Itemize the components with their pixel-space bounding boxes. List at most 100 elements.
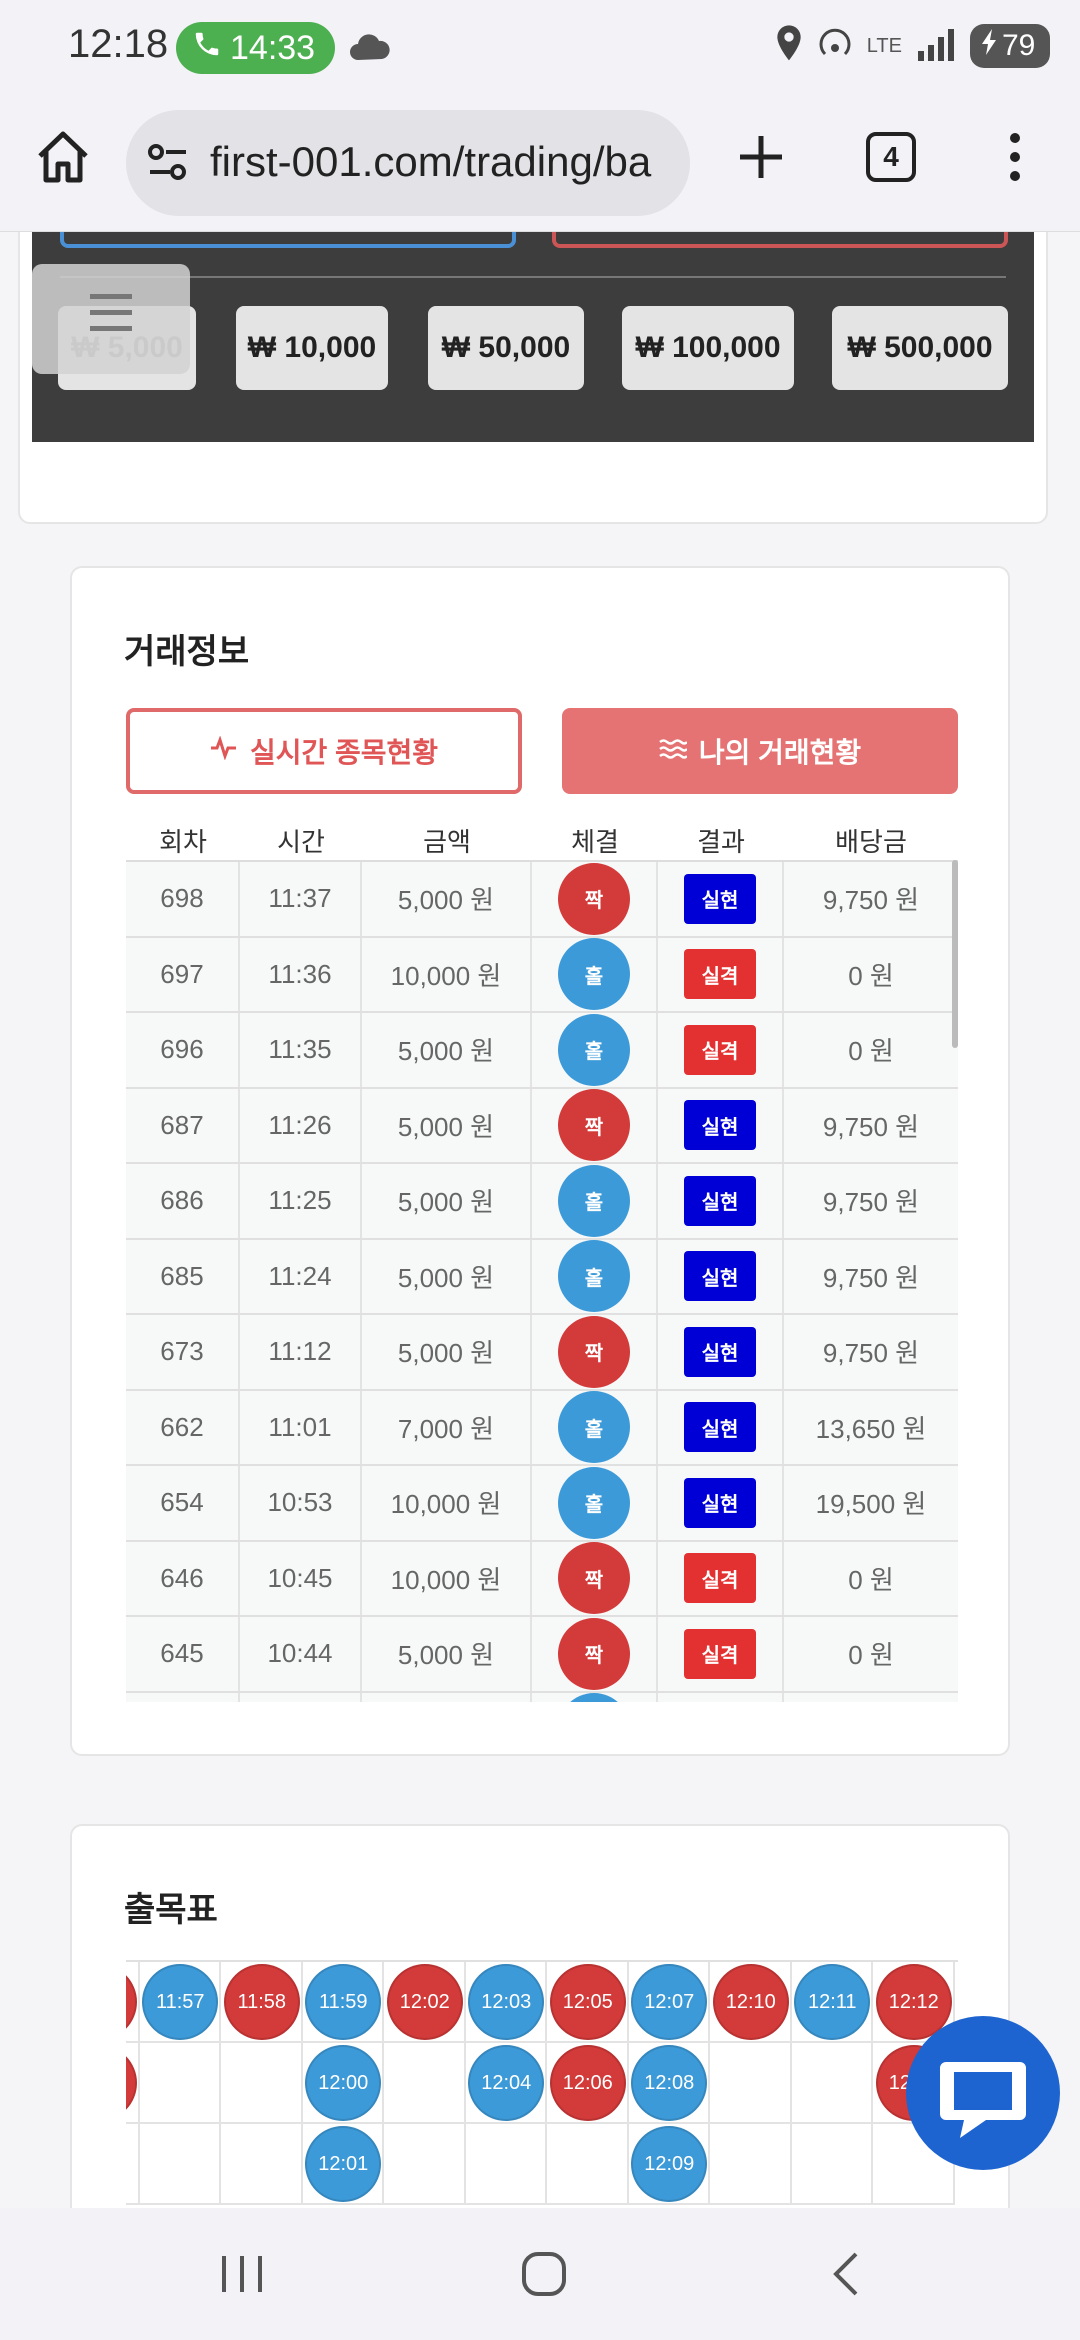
- new-tab-button[interactable]: [730, 126, 792, 188]
- cell-amount: 7,000 원: [362, 1390, 532, 1464]
- cell-round: 646: [126, 1541, 240, 1615]
- pick-ball: [558, 1693, 630, 1702]
- back-button[interactable]: [818, 2244, 878, 2304]
- pick-ball: 홀: [558, 1240, 630, 1313]
- more-vert-icon: [1010, 133, 1020, 181]
- result-badge: 실현: [684, 1402, 756, 1453]
- grid-cell: [791, 2124, 873, 2205]
- cell-payout: 0 원: [848, 960, 894, 991]
- even-select-button[interactable]: [552, 232, 1008, 248]
- cell-pick: 홀: [532, 1239, 658, 1313]
- pick-ball: 홀: [558, 1013, 630, 1086]
- result-ball: 11:58: [223, 1964, 300, 2040]
- home-circle-icon: [522, 2252, 566, 2296]
- cell-round: 687: [126, 1088, 240, 1162]
- result-ball: 12:05: [549, 1964, 626, 2040]
- table-row: 645 10:44 5,000 원 짝 실격 0 원: [126, 1617, 958, 1693]
- floating-menu-button[interactable]: [32, 264, 190, 374]
- cell-time: 11:36: [240, 937, 362, 1011]
- grid-cell: [465, 1962, 547, 2043]
- home-nav-button[interactable]: [514, 2244, 574, 2304]
- cell-pick: 짝: [532, 1541, 658, 1615]
- pick-ball: 짝: [558, 1315, 630, 1388]
- grid-cell: [547, 2043, 629, 2124]
- grid-cell: [628, 2124, 710, 2205]
- grid-cell: [221, 2043, 303, 2124]
- tab-switcher-button[interactable]: 4: [866, 132, 916, 182]
- cell-time: 11:25: [240, 1164, 362, 1238]
- cell-round: 696: [126, 1013, 240, 1087]
- result-badge: 실격: [684, 1628, 756, 1679]
- cell-amount: 10,000 원: [362, 1466, 532, 1540]
- url-text[interactable]: first-001.com/trading/ba: [210, 138, 652, 185]
- phone-icon: [192, 22, 222, 74]
- pick-ball: 짝: [558, 1089, 630, 1162]
- result-badge: 실현: [684, 1100, 756, 1151]
- plus-icon: [740, 136, 782, 178]
- amount-button-500000[interactable]: ₩ 500,000: [832, 306, 1008, 390]
- pick-ball: 홀: [558, 1164, 630, 1237]
- cell-amount: 10,000 원: [362, 1541, 532, 1615]
- home-icon: [38, 131, 88, 183]
- result-board-title: 출목표: [124, 1891, 218, 1929]
- result-ball: 12:08: [631, 2045, 708, 2121]
- table-scrollbar[interactable]: [952, 860, 958, 1048]
- tab-realtime[interactable]: 실시간 종목현황: [126, 708, 522, 794]
- address-bar[interactable]: first-001.com/trading/ba: [126, 110, 690, 216]
- cell-result: 실현: [658, 1315, 784, 1389]
- hamburger-icon: [90, 294, 132, 331]
- header-result: 결과: [697, 827, 745, 857]
- grid-cell: [791, 2043, 873, 2124]
- grid-cell: [302, 1962, 384, 2043]
- result-ball: 12:00: [305, 2045, 382, 2121]
- cell-payout: 0 원: [848, 1640, 894, 1671]
- cell-time: 11:24: [240, 1239, 362, 1313]
- header-time: 시간: [277, 827, 325, 857]
- home-button[interactable]: [32, 126, 94, 188]
- cell-result: 실격: [658, 937, 784, 1011]
- grid-cell: [139, 1962, 221, 2043]
- tab-my-trades[interactable]: 나의 거래현황: [562, 708, 958, 794]
- grid-cell: [139, 2043, 221, 2124]
- grid-cell: [873, 1962, 955, 2043]
- site-settings-icon[interactable]: [146, 142, 190, 187]
- cell-payout: 9,750 원: [822, 885, 920, 916]
- result-ball: 12:04: [468, 2045, 545, 2121]
- pick-ball: 짝: [558, 1617, 630, 1690]
- grid-cell: [628, 1962, 710, 2043]
- table-row: 654 10:53 10,000 원 홀 실현 19,500 원: [126, 1466, 958, 1542]
- grid-cell: [221, 1962, 303, 2043]
- amount-button-10000[interactable]: ₩ 10,000: [236, 306, 388, 390]
- grid-cell: [710, 2043, 792, 2124]
- cell-time: 11:01: [240, 1390, 362, 1464]
- cell-round: 698: [126, 862, 240, 936]
- result-board-grid[interactable]: 11:57 11:58 11:59 12:00 12:01 12:02 12:03 12:04…: [126, 1960, 958, 2208]
- call-chip[interactable]: 14:33: [176, 22, 336, 74]
- cell-round: 686: [126, 1164, 240, 1238]
- table-row: 662 11:01 7,000 원 홀 실현 13,650 원: [126, 1390, 958, 1466]
- amount-button-50000[interactable]: ₩ 50,000: [428, 306, 584, 390]
- charging-icon: [982, 24, 998, 68]
- table-row: 698 11:37 5,000 원 짝 실현 9,750 원: [126, 862, 958, 938]
- trade-table-body[interactable]: 698 11:37 5,000 원 짝 실현 9,750 원 697 11:36 10,000 …: [126, 860, 958, 1702]
- odd-select-button[interactable]: [60, 232, 516, 248]
- result-ball: 12:02: [386, 1964, 463, 2040]
- grid-cell: [126, 2124, 140, 2205]
- recents-button[interactable]: [212, 2244, 272, 2304]
- table-row: 697 11:36 10,000 원 홀 실격 0 원: [126, 937, 958, 1013]
- result-ball: 12:06: [549, 2045, 626, 2121]
- network-type: LTE: [866, 35, 902, 57]
- cell-amount: 5,000 원: [362, 1088, 532, 1162]
- trade-info-card: 거래정보 실시간 종목현황 나의 거래현황 회차 시간 금액 체결 결과 배당금…: [70, 566, 1010, 1756]
- cell-amount: 5,000 원: [362, 1315, 532, 1389]
- result-ball: 12:03: [468, 1964, 545, 2040]
- chat-button[interactable]: [906, 2016, 1060, 2170]
- cell-pick: 홀: [532, 1390, 658, 1464]
- amount-button-100000[interactable]: ₩ 100,000: [622, 306, 794, 390]
- grid-cell: [465, 2124, 547, 2205]
- cell-amount: 5,000 원: [362, 1617, 532, 1691]
- overflow-menu-button[interactable]: [1000, 130, 1030, 184]
- cell-result: 실격: [658, 1541, 784, 1615]
- result-ball: 12:11: [794, 1964, 871, 2040]
- cell-pick: 짝: [532, 1617, 658, 1691]
